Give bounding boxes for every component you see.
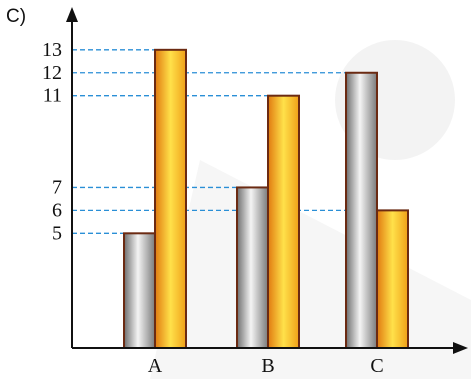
bar-A-s2 [154, 48, 187, 350]
y-tick-label-6: 6 [52, 199, 62, 221]
y-tick-label-5: 5 [52, 222, 62, 244]
x-tick-label-B: B [261, 355, 274, 377]
bar-A-s1 [123, 232, 156, 349]
bar-C-s2 [376, 209, 409, 349]
y-tick-label-12: 12 [42, 62, 62, 84]
panel-label: C) [6, 6, 27, 27]
x-tick-label-C: C [370, 355, 383, 377]
watermark [150, 40, 471, 379]
y-tick-label-11: 11 [43, 85, 62, 107]
axes [66, 7, 468, 354]
y-tick-label-13: 13 [42, 39, 62, 61]
bar-B-s1 [236, 186, 269, 349]
bars [123, 48, 409, 350]
y-tick-label-7: 7 [52, 176, 62, 198]
y-axis-arrow [66, 7, 78, 22]
x-axis-arrow [453, 342, 468, 354]
x-tick-label-A: A [148, 355, 163, 377]
x-tick-labels: A B C [148, 355, 384, 377]
bar-C-s1 [345, 71, 378, 349]
bar-B-s2 [267, 94, 300, 349]
